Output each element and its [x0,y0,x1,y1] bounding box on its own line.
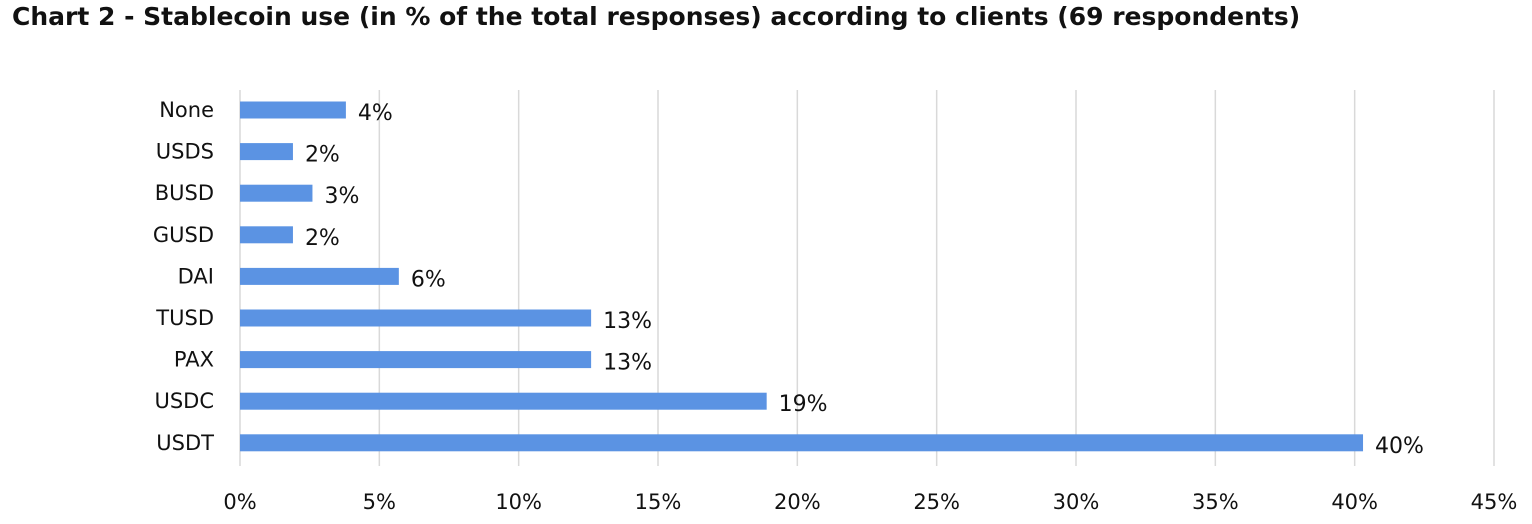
x-tick-label: 5% [363,490,396,514]
value-label: 2% [305,226,340,251]
bar [240,392,767,410]
category-label: USDT [156,431,214,455]
bar [240,226,293,244]
x-tick-label: 15% [635,490,682,514]
value-label: 2% [305,143,340,168]
bar [240,309,592,327]
value-label: 3% [324,184,359,209]
chart-title: Chart 2 - Stablecoin use (in % of the to… [12,2,1301,31]
value-label: 6% [411,267,446,292]
bar [240,143,293,161]
bar [240,184,313,202]
bars [240,101,1364,452]
bar [240,101,346,119]
x-tick-label: 45% [1471,490,1518,514]
x-tick-label: 0% [223,490,256,514]
value-label: 19% [779,392,828,417]
category-label: GUSD [153,223,214,247]
category-label: BUSD [155,181,214,205]
x-tick-label: 40% [1331,490,1378,514]
bar [240,434,1364,452]
x-tick-label: 20% [774,490,821,514]
bar [240,267,399,285]
value-label: 13% [603,309,652,334]
category-label: USDS [156,140,214,164]
category-label: DAI [178,264,214,288]
x-tick-label: 30% [1053,490,1100,514]
value-label: 40% [1375,434,1424,459]
value-label: 4% [358,101,393,126]
value-label: 13% [603,351,652,376]
category-label: USDC [154,389,214,413]
category-label: PAX [174,348,214,372]
labels: 0% 5% 10% 15% 20% 25% 30% 35% 40% 45% None 4% USDS 2%… [153,98,1518,514]
category-label: None [159,98,214,122]
x-tick-label: 35% [1192,490,1239,514]
x-tick-label: 25% [913,490,960,514]
bar [240,351,592,369]
x-tick-label: 10% [495,490,542,514]
category-label: TUSD [155,306,214,330]
